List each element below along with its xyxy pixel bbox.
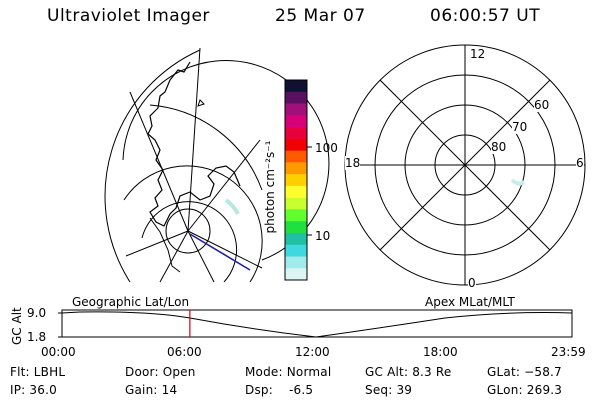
gain-status: Gain: 14 [125, 383, 178, 397]
mode-status: Mode: Normal [245, 365, 332, 379]
colorbar-band [285, 185, 307, 199]
colorbar-band [285, 244, 307, 257]
date-label: 25 Mar 07 [275, 6, 366, 26]
colorbar-band [285, 197, 307, 210]
timeline-right-label: Apex MLat/MLT [425, 295, 515, 309]
lat-label-80: 80 [491, 140, 507, 154]
colorbar-band [285, 221, 307, 234]
timeline-xtick-1800: 18:00 [423, 345, 458, 359]
timeline-ytick-9: 9.0 [27, 306, 47, 320]
colorbar-band [285, 150, 307, 163]
colorbar-band [285, 174, 307, 187]
mlt-label-12: 12 [470, 47, 486, 61]
timeline-xtick-1200: 12:00 [295, 345, 330, 359]
mlt-label-0: 0 [468, 276, 476, 290]
colorbar-band [285, 80, 307, 93]
mlt-label-6: 6 [576, 156, 584, 170]
time-label: 06:00:57 UT [430, 6, 541, 26]
lat-label-60: 60 [534, 98, 550, 112]
seq-status: Seq: 39 [365, 383, 413, 397]
colorbar-band [285, 209, 307, 222]
timeline-ytick-1.8: 1.8 [27, 330, 47, 344]
colorbar-band [285, 115, 307, 128]
gc-alt-status: GC Alt: 8.3 Re [365, 365, 452, 379]
dsp-status: Dsp: -6.5 [245, 383, 314, 397]
ip-status: IP: 36.0 [10, 383, 57, 397]
colorbar-band [285, 127, 307, 140]
colorbar-band [285, 256, 307, 269]
filter-status: Flt: LBHL [10, 365, 66, 379]
colorbar-band [285, 91, 307, 105]
lat-label-70: 70 [512, 120, 528, 134]
colorbar-band [285, 232, 307, 246]
glat-status: GLat: −58.7 [487, 365, 562, 379]
colorbar-band [285, 138, 307, 152]
timeline-xtick-2359: 23:59 [551, 345, 586, 359]
timeline-xtick-0000: 00:00 [41, 345, 76, 359]
timeline-left-label: Geographic Lat/Lon [72, 295, 190, 309]
timeline-xtick-0600: 06:00 [167, 345, 202, 359]
app-title: Ultraviolet Imager [47, 6, 210, 26]
glon-status: GLon: 269.3 [487, 383, 563, 397]
colorbar-band [285, 162, 307, 175]
colorbar-band [285, 103, 307, 116]
colorbar-band [285, 268, 307, 281]
door-status: Door: Open [125, 365, 196, 379]
mlt-label-18: 18 [345, 156, 361, 170]
colorbar-tick-10: 10 [315, 229, 331, 243]
colorbar-tick-100: 100 [315, 141, 338, 155]
